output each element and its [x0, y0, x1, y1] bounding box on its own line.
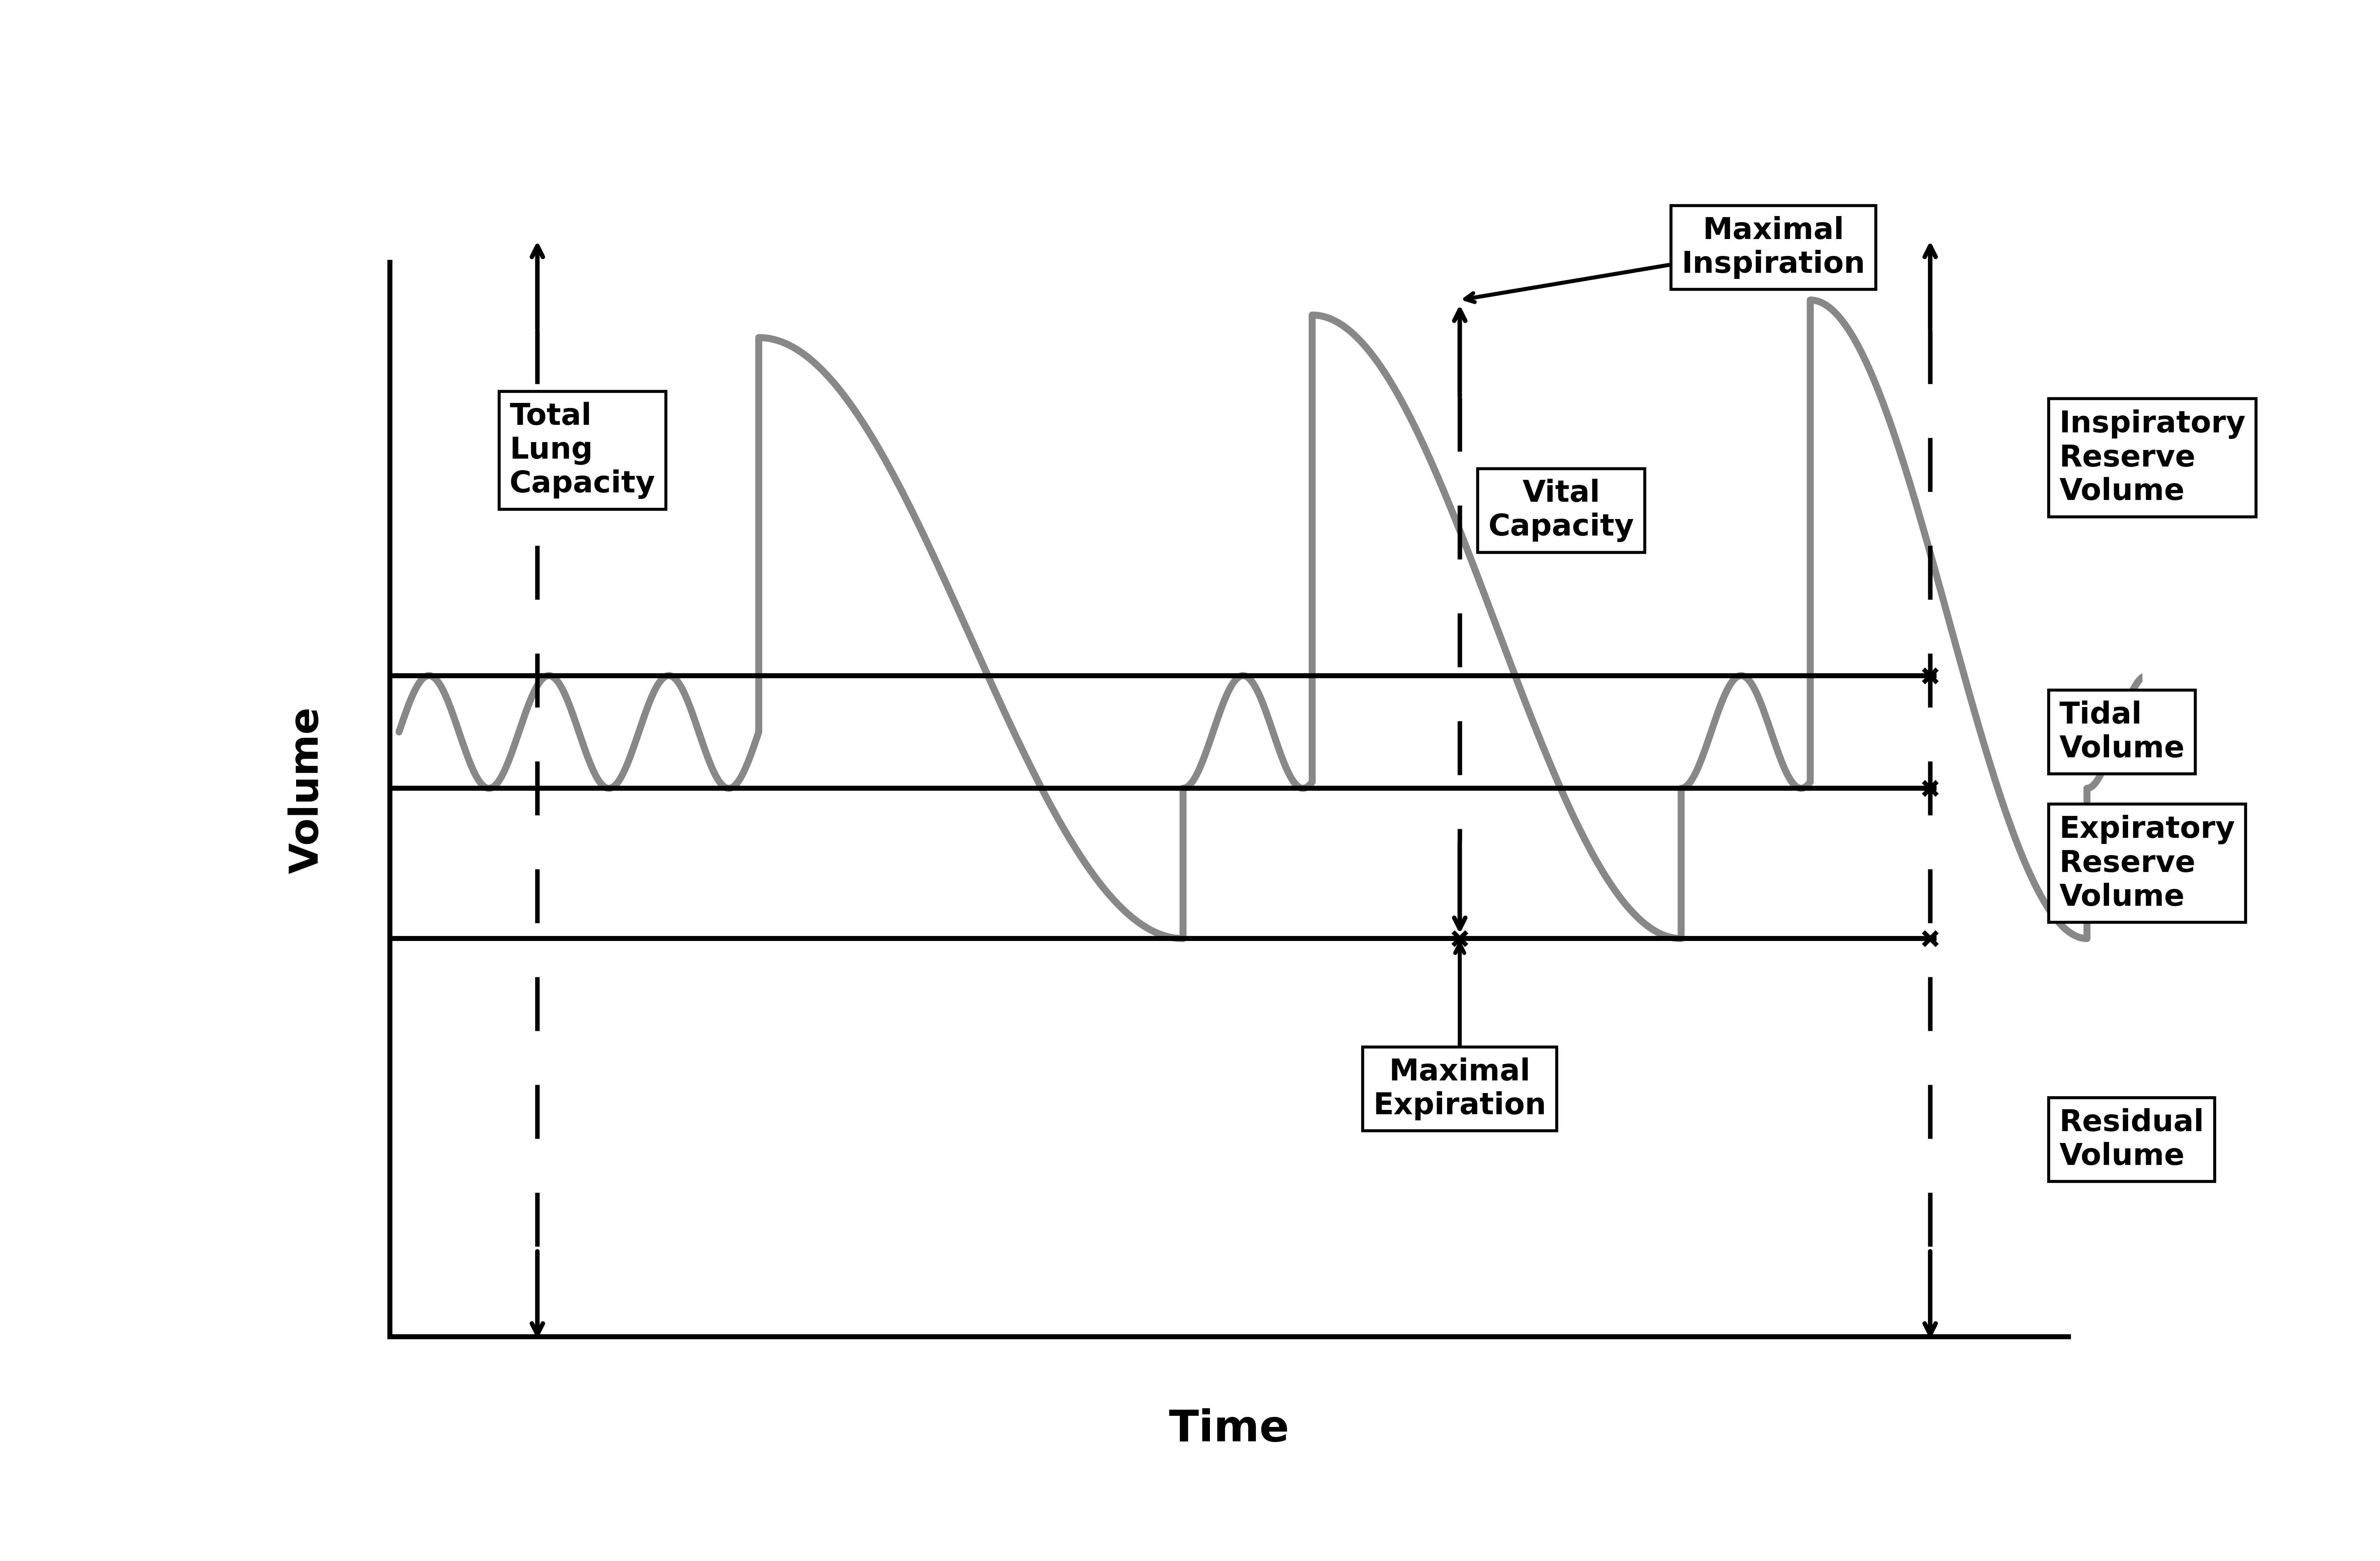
Text: Total
Lung
Capacity: Total Lung Capacity	[509, 401, 654, 500]
Text: Expiratory
Reserve
Volume: Expiratory Reserve Volume	[2059, 815, 2235, 912]
Text: Vital
Capacity: Vital Capacity	[1488, 479, 1635, 542]
Text: Time: Time	[1169, 1408, 1290, 1450]
Text: Maximal
Inspiration: Maximal Inspiration	[1466, 215, 1866, 301]
Text: Residual
Volume: Residual Volume	[2059, 1108, 2204, 1171]
Text: Maximal
Expiration: Maximal Expiration	[1373, 944, 1547, 1121]
Text: Volume: Volume	[288, 707, 326, 874]
Text: Inspiratory
Reserve
Volume: Inspiratory Reserve Volume	[2059, 409, 2244, 506]
Text: Tidal
Volume: Tidal Volume	[2059, 701, 2185, 763]
